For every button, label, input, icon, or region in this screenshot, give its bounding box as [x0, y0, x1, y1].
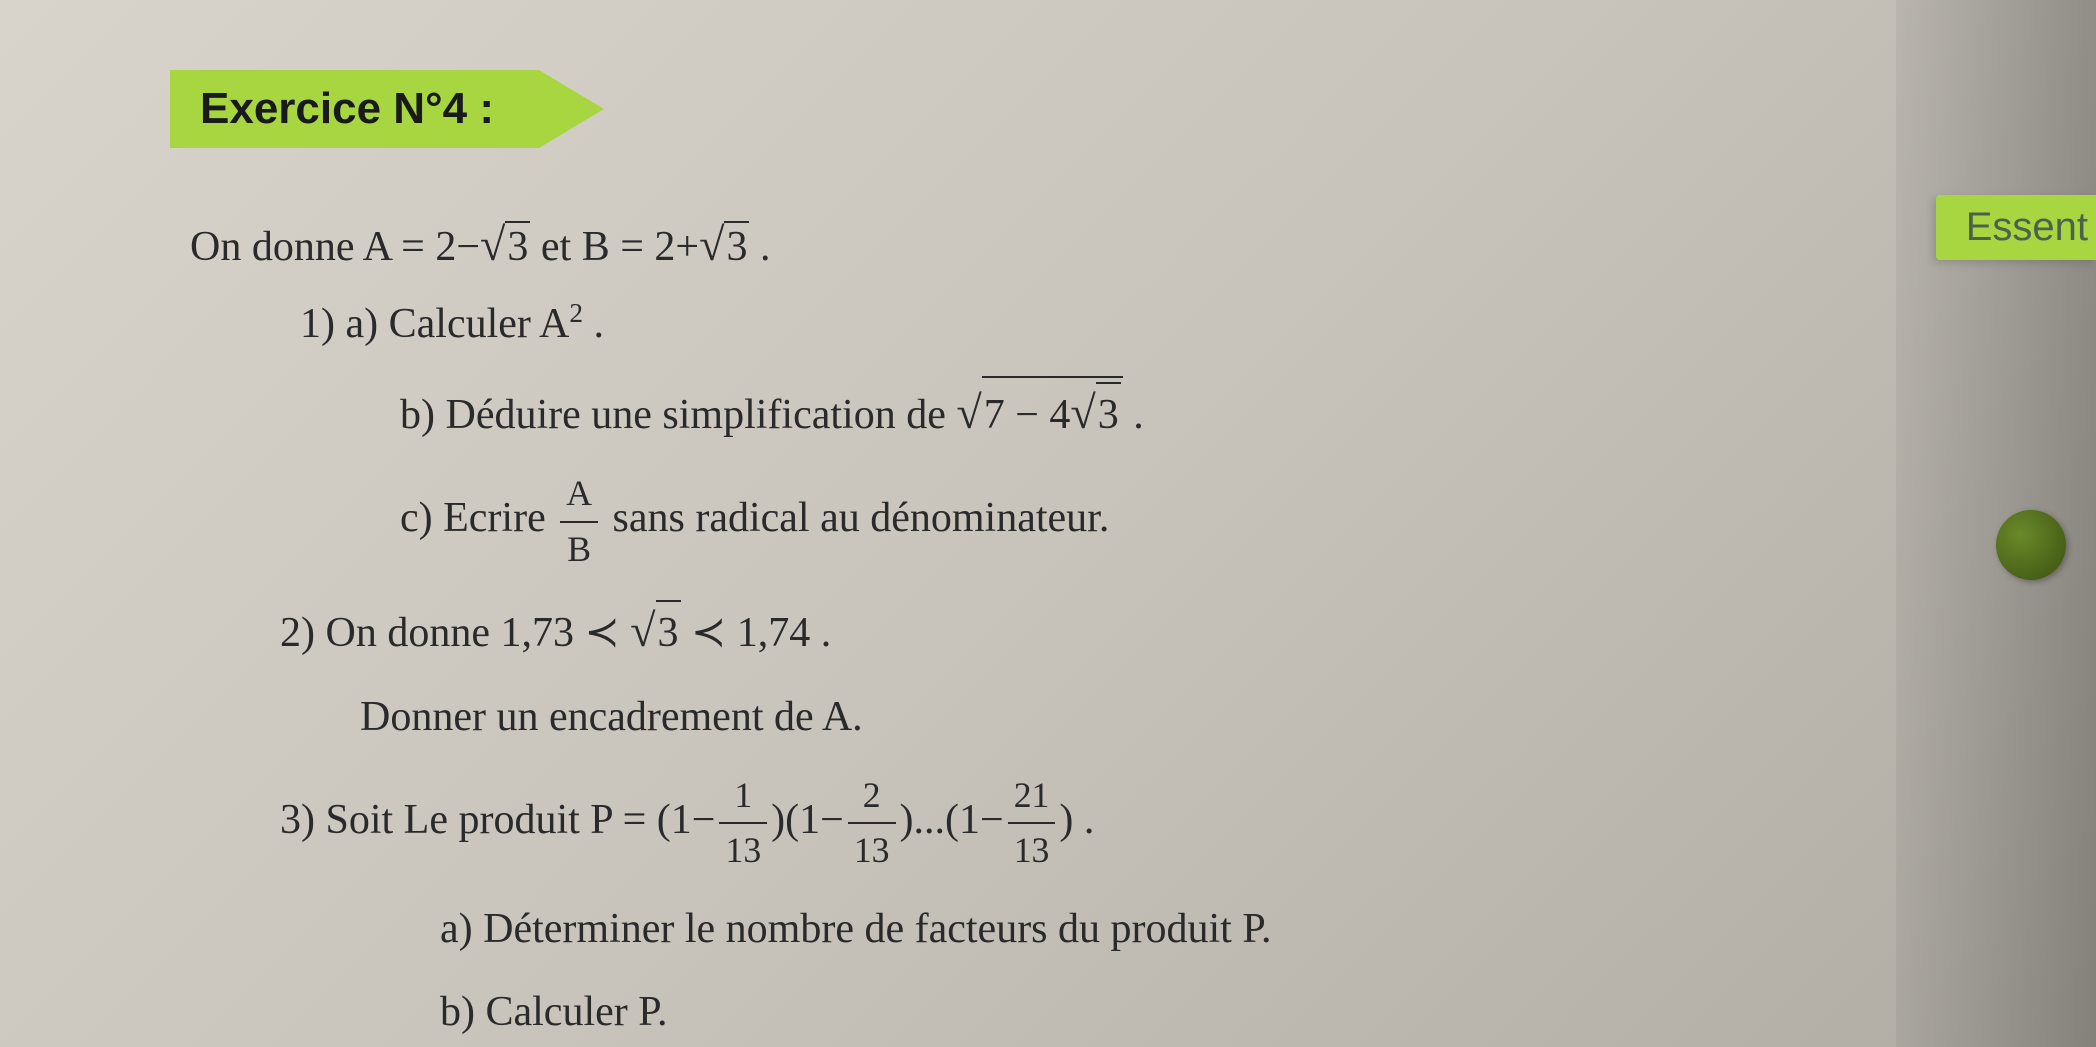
q1b-suffix: . — [1123, 392, 1144, 438]
fraction-numerator: 1 — [719, 769, 767, 825]
q3-mid2: )...(1− — [900, 797, 1004, 843]
q2-suffix: ≺ 1,74 . — [681, 610, 832, 656]
question-3b: b) Calculer P. — [440, 981, 1920, 1044]
q1-label: 1) a) Calculer A — [300, 301, 569, 347]
given-suffix: . — [749, 224, 770, 270]
question-1c: c) Ecrire AB sans radical au dénominateu… — [400, 467, 1920, 576]
sqrt-content: 3 — [724, 221, 749, 271]
fraction-numerator: 2 — [848, 769, 896, 825]
question-3a: a) Déterminer le nombre de facteurs du p… — [440, 898, 1920, 961]
sqrt-icon: 3 — [1070, 378, 1120, 447]
fraction-denominator: B — [560, 523, 598, 577]
title-banner: Exercice N°4 : — [170, 70, 604, 148]
exponent: 2 — [569, 298, 583, 328]
sqrt-icon: 3 — [699, 218, 749, 271]
q1b-prefix: b) Déduire une simplification de — [400, 392, 956, 438]
q1c-suffix: sans radical au dénominateur. — [602, 495, 1109, 541]
sqrt-content: 3 — [505, 221, 530, 271]
q3-mid1: )(1− — [771, 797, 844, 843]
exercise-page: Exercice N°4 : On donne A = 2− 3 et B = 2… — [0, 0, 1920, 1047]
q2-prefix: 2) On donne 1,73 ≺ — [280, 610, 630, 656]
question-2-statement: Donner un encadrement de A. — [360, 686, 1920, 749]
given-mid: et B = 2+ — [530, 224, 699, 270]
fraction: 2113 — [1008, 769, 1056, 878]
inner-prefix: 7 − 4 — [984, 392, 1071, 438]
given-line: On donne A = 2−3 et B = 2+3 . — [190, 218, 1920, 271]
question-2: 2) On donne 1,73 ≺ 3 ≺ 1,74 . — [280, 596, 1920, 665]
fraction: 113 — [719, 769, 767, 878]
given-prefix: On donne A = 2− — [190, 224, 480, 270]
fraction: AB — [560, 467, 598, 576]
sqrt-icon: 3 — [630, 596, 680, 665]
sqrt-icon: 7 − 4 3 — [956, 376, 1122, 447]
side-tab: Essent — [1936, 195, 2096, 260]
fraction-numerator: A — [560, 467, 598, 523]
q3-prefix: 3) Soit Le produit P = (1− — [280, 797, 715, 843]
q3-suffix: ) . — [1059, 797, 1094, 843]
sqrt-inner-content: 3 — [1096, 382, 1121, 447]
sqrt-outer-content: 7 − 4 3 — [982, 376, 1123, 447]
question-1b: b) Déduire une simplification de 7 − 43 … — [400, 376, 1920, 447]
fraction-denominator: 13 — [719, 824, 767, 878]
page-fold-shadow — [1896, 0, 2096, 1047]
q1c-prefix: c) Ecrire — [400, 495, 556, 541]
fraction: 213 — [848, 769, 896, 878]
green-dot-icon — [1996, 510, 2066, 580]
q1-suffix: . — [583, 301, 604, 347]
fraction-numerator: 21 — [1008, 769, 1056, 825]
sqrt-content: 3 — [656, 600, 681, 665]
exercise-title: Exercice N°4 : — [200, 84, 494, 133]
fraction-denominator: 13 — [1008, 824, 1056, 878]
question-3: 3) Soit Le produit P = (1−113)(1−213)...… — [280, 769, 1920, 878]
question-1a: 1) a) Calculer A2 . — [300, 293, 1920, 356]
sqrt-icon: 3 — [480, 218, 530, 271]
fraction-denominator: 13 — [848, 824, 896, 878]
